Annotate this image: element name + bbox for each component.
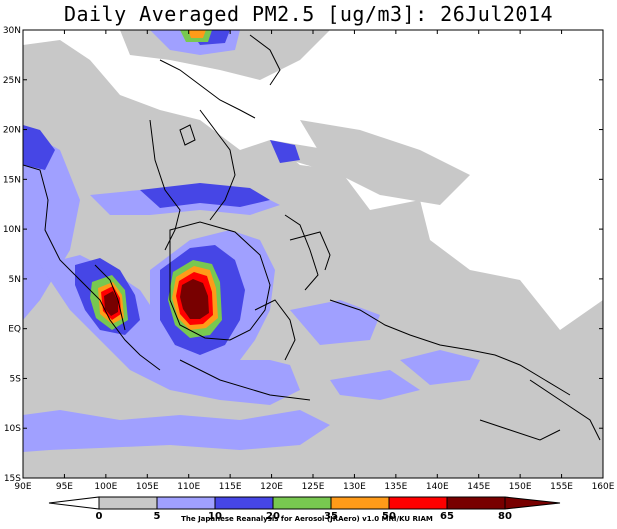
- coastline: [179, 359, 311, 401]
- coastline: [254, 299, 296, 361]
- colorbar-segment: [446, 496, 506, 510]
- colorbar: 0 5 10 20 35 50 65 80: [48, 496, 561, 522]
- x-tick-label: 145E: [467, 482, 490, 492]
- y-tick-label: 5N: [9, 275, 21, 285]
- x-tick-label: 120E: [260, 482, 283, 492]
- y-tick-label: EQ: [8, 325, 21, 335]
- y-tick-label: 30N: [3, 26, 21, 36]
- coastline: [249, 34, 281, 86]
- longitude-axis: 90E 95E 100E 105E 110E 115E 120E 125E 130E 135E 14…: [14, 30, 615, 492]
- coastline: [169, 221, 271, 341]
- pm25-contour-area: [104, 291, 118, 316]
- colorbar-left-extension: [48, 496, 100, 510]
- x-tick-label: 125E: [302, 482, 325, 492]
- coastline: [479, 419, 561, 441]
- coastlines: [23, 34, 601, 441]
- pm25-contour-area: [330, 370, 420, 400]
- x-tick-label: 130E: [343, 482, 366, 492]
- colorbar-segment: [156, 496, 216, 510]
- coastline: [199, 109, 236, 221]
- y-tick-label: 15N: [3, 175, 21, 185]
- pm25-contour-area: [270, 140, 300, 163]
- colorbar-label: 5: [154, 511, 161, 522]
- pm25-contour-area: [23, 125, 55, 170]
- colorbar-segment: [214, 496, 274, 510]
- x-tick-label: 90E: [14, 482, 31, 492]
- x-tick-label: 155E: [550, 482, 573, 492]
- colorbar-label: 50: [382, 511, 396, 522]
- pm25-contour-area: [140, 183, 270, 208]
- x-tick-label: 150E: [509, 482, 532, 492]
- colorbar-label: 35: [324, 511, 338, 522]
- x-tick-label: 160E: [592, 482, 615, 492]
- pm25-contour-area: [23, 410, 330, 452]
- map-title: Daily Averaged PM2.5 [ug/m3]: 26Jul2014: [63, 2, 554, 26]
- x-tick-label: 100E: [94, 482, 117, 492]
- coastline: [23, 164, 76, 276]
- colorbar-segment: [388, 496, 448, 510]
- pm25-contour-area: [188, 30, 206, 38]
- pm25-contour-area: [23, 130, 80, 320]
- colorbar-label: 65: [440, 511, 454, 522]
- x-tick-label: 110E: [177, 482, 200, 492]
- colorbar-right-extension: [504, 496, 561, 510]
- colorbar-segment: [330, 496, 390, 510]
- pm25-contour-area: [400, 350, 480, 385]
- y-tick-label: 15S: [4, 474, 21, 484]
- coastline: [289, 231, 331, 271]
- coastline: [529, 379, 601, 441]
- latitude-axis: 30N 25N 20N 15N 10N 5N EQ 5S 10S 15S: [3, 26, 603, 484]
- x-tick-label: 135E: [384, 482, 407, 492]
- y-tick-label: 5S: [10, 374, 22, 384]
- colorbar-label: 20: [266, 511, 280, 522]
- x-tick-label: 95E: [56, 482, 73, 492]
- coastline: [159, 59, 256, 119]
- coastline: [284, 214, 319, 291]
- colorbar-segment: [98, 496, 158, 510]
- coastline: [94, 264, 126, 331]
- coastline: [149, 119, 181, 251]
- x-tick-label: 105E: [136, 482, 159, 492]
- pm25-contour-area: [180, 279, 209, 319]
- pm25-contour-area: [290, 300, 380, 345]
- colorbar-label: 0: [96, 511, 103, 522]
- y-tick-label: 10N: [3, 225, 21, 235]
- coastline: [179, 124, 196, 146]
- y-tick-label: 25N: [3, 76, 21, 86]
- y-tick-label: 10S: [4, 424, 21, 434]
- coastline: [329, 299, 571, 396]
- colorbar-segment: [272, 496, 332, 510]
- y-tick-label: 20N: [3, 126, 21, 136]
- pm25-contour-area: [300, 120, 470, 205]
- coastline: [74, 274, 161, 371]
- data-credit: The Japanese Reanalysis for Aerosol (JRA…: [181, 515, 433, 523]
- colorbar-label: 10: [208, 511, 222, 522]
- x-tick-label: 140E: [426, 482, 449, 492]
- x-tick-label: 115E: [219, 482, 242, 492]
- colorbar-label: 80: [498, 511, 512, 522]
